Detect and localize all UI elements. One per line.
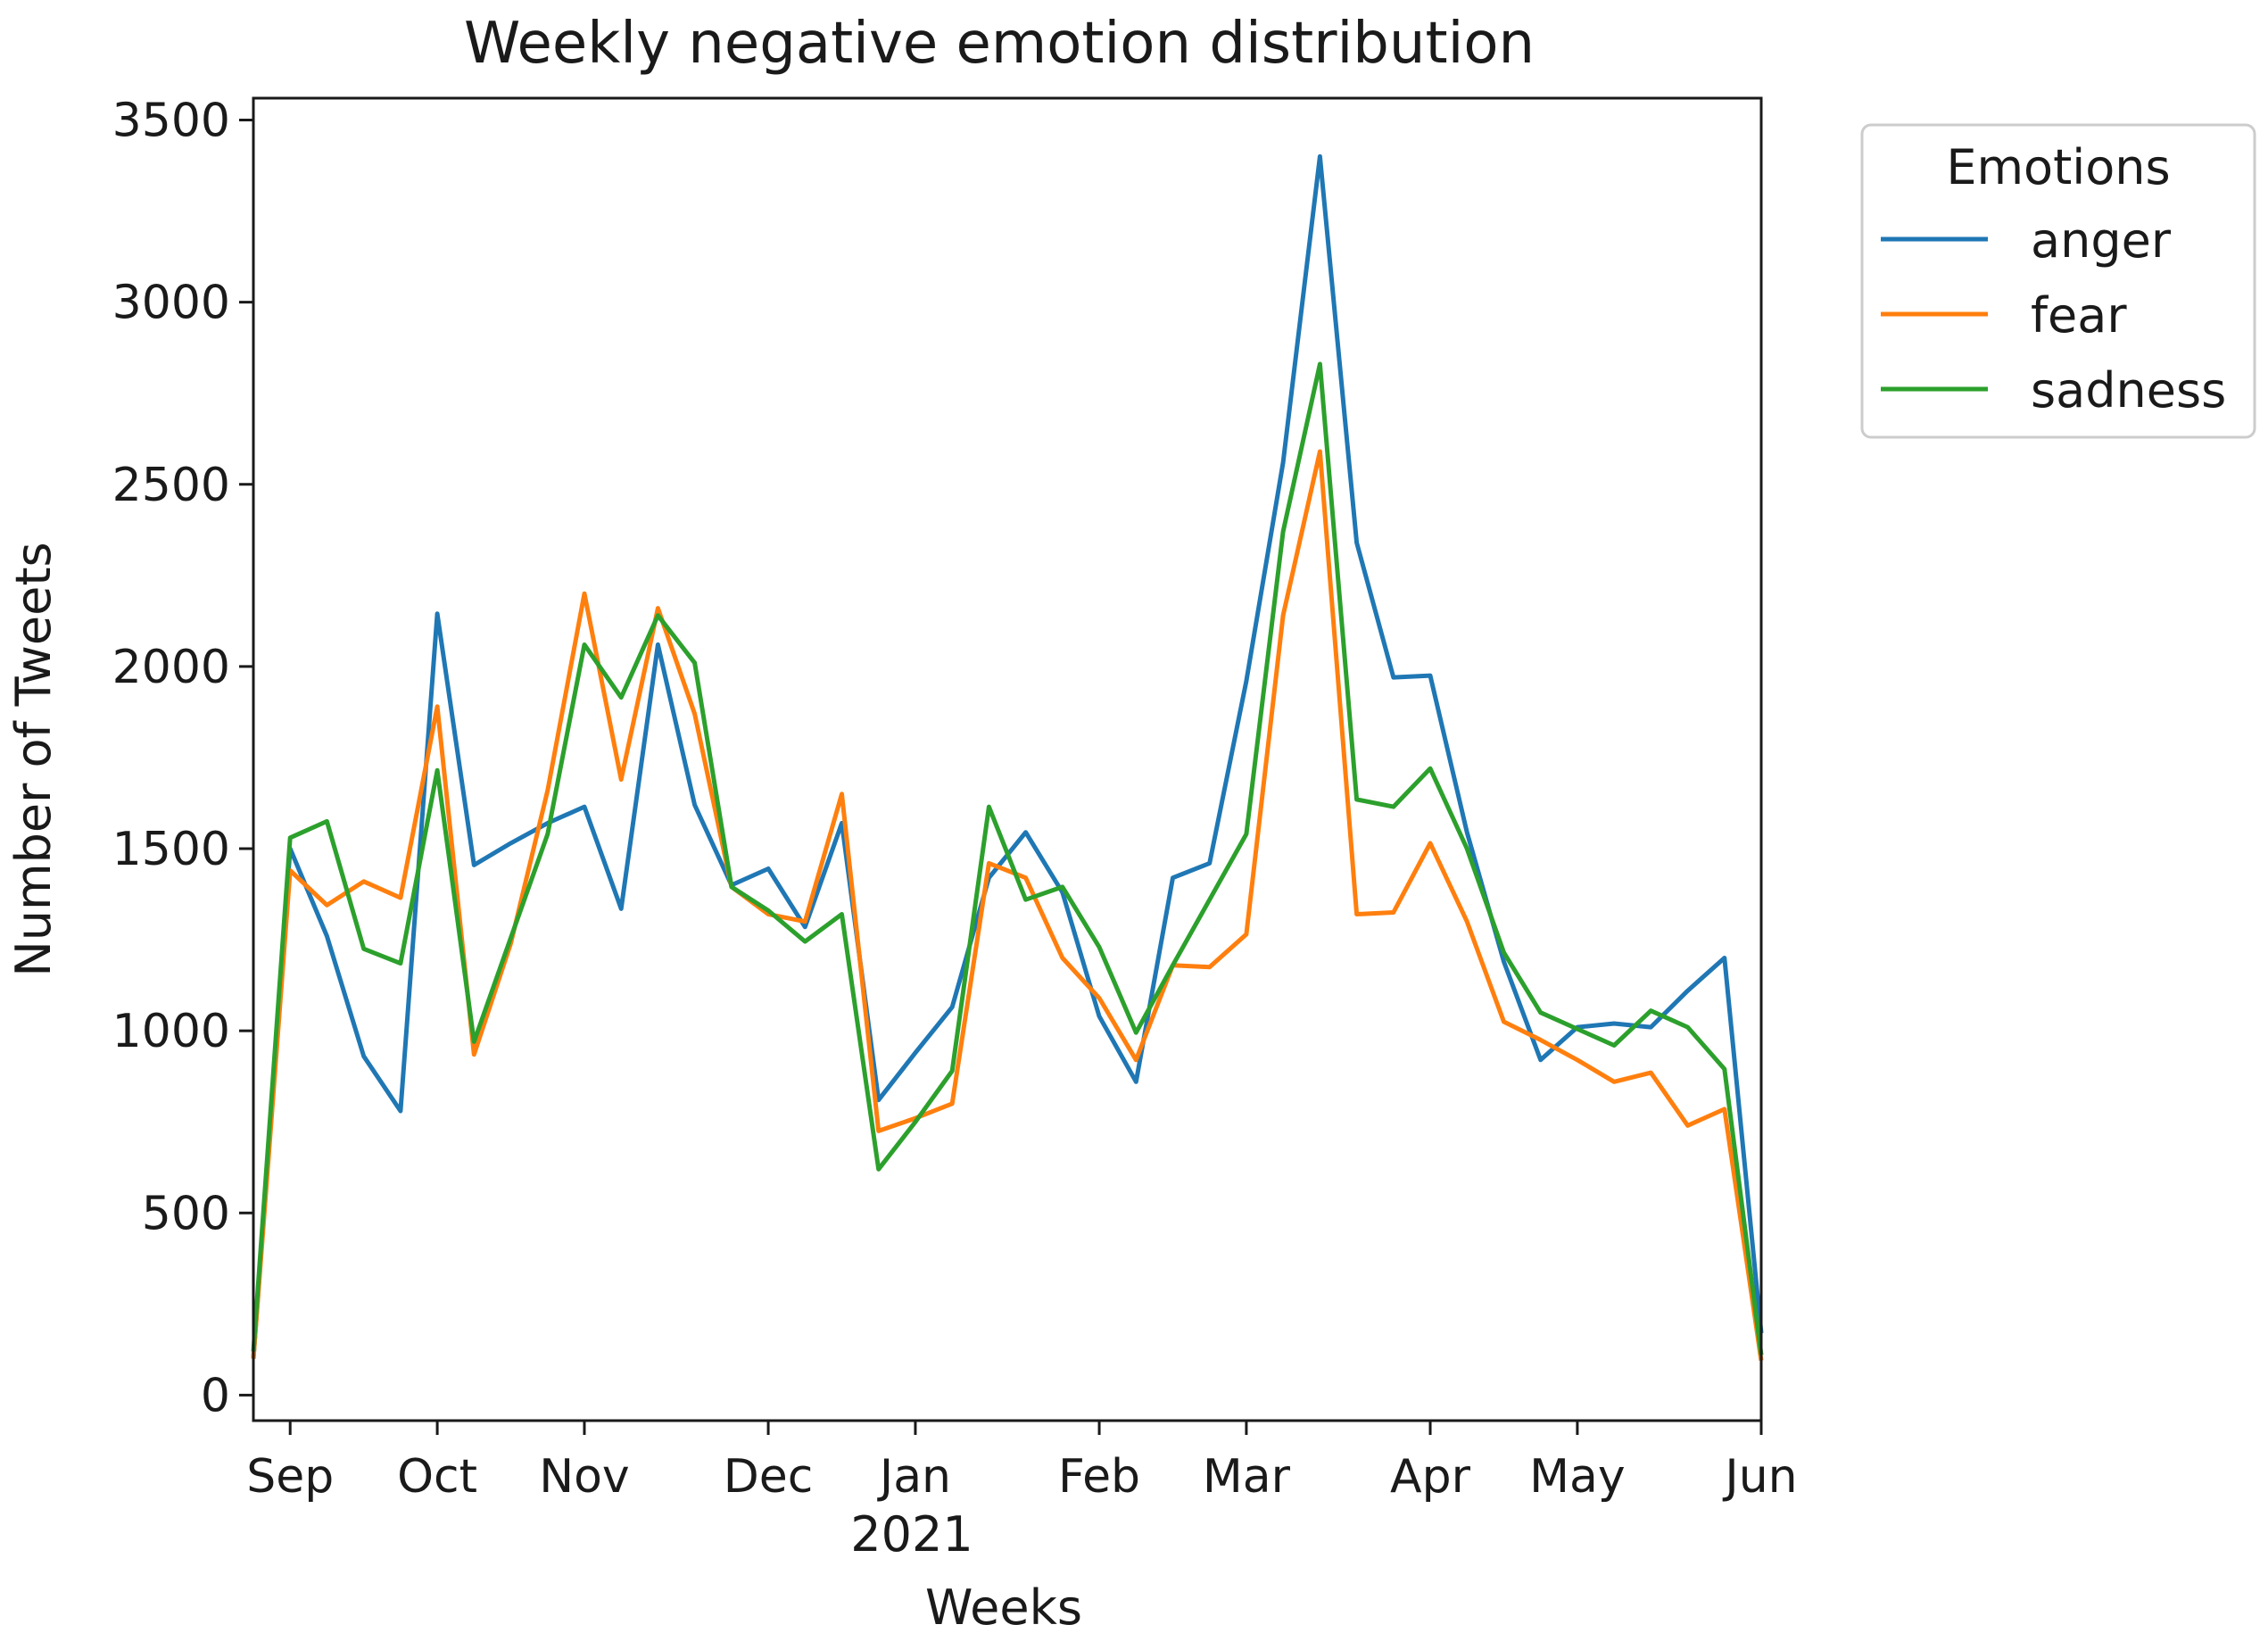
legend-label-fear: fear [2031,287,2127,344]
x-tick-label: Mar [1203,1450,1291,1504]
plot-area [251,153,1764,1361]
x-tick-label: Feb [1058,1450,1140,1504]
x-tick-label: Jan [877,1450,951,1504]
x-tick-label: May [1529,1450,1626,1504]
y-tick-label: 2500 [112,459,230,512]
y-tick-label: 3000 [112,277,230,330]
legend-label-sadness: sadness [2031,362,2226,419]
series-line-fear [251,449,1764,1361]
y-tick-label: 3500 [112,94,230,147]
legend: Emotions anger fear sadness [1860,123,2256,439]
x-axis-year-label: 2021 [850,1506,973,1563]
x-tick-label: Dec [724,1450,814,1504]
series-line-anger [251,153,1764,1359]
legend-label-anger: anger [2031,212,2172,269]
x-tick-label: Sep [246,1450,334,1504]
x-tick-label: Jun [1722,1450,1797,1504]
chart-title: Weekly negative emotion distribution [464,11,1535,77]
plot-frame [252,96,1763,1422]
y-tick-label: 1000 [112,1005,230,1058]
x-axis: Sep Oct Nov Dec Jan Feb Mar Apr May Jun [246,1421,1798,1504]
x-tick-label: Oct [397,1450,477,1504]
x-tick-label: Apr [1390,1450,1471,1504]
legend-box [1860,123,2256,439]
y-axis-label: Number of Tweets [5,542,62,976]
y-axis: 0 500 1000 1500 2000 2500 3000 3500 [112,94,253,1422]
series-line-sadness [251,361,1764,1355]
y-tick-label: 0 [201,1369,230,1422]
y-tick-label: 500 [142,1187,230,1240]
x-axis-label: Weeks [925,1579,1082,1633]
y-tick-label: 1500 [112,823,230,876]
x-tick-label: Nov [539,1450,630,1504]
y-tick-label: 2000 [112,641,230,694]
legend-title: Emotions [1946,139,2170,195]
